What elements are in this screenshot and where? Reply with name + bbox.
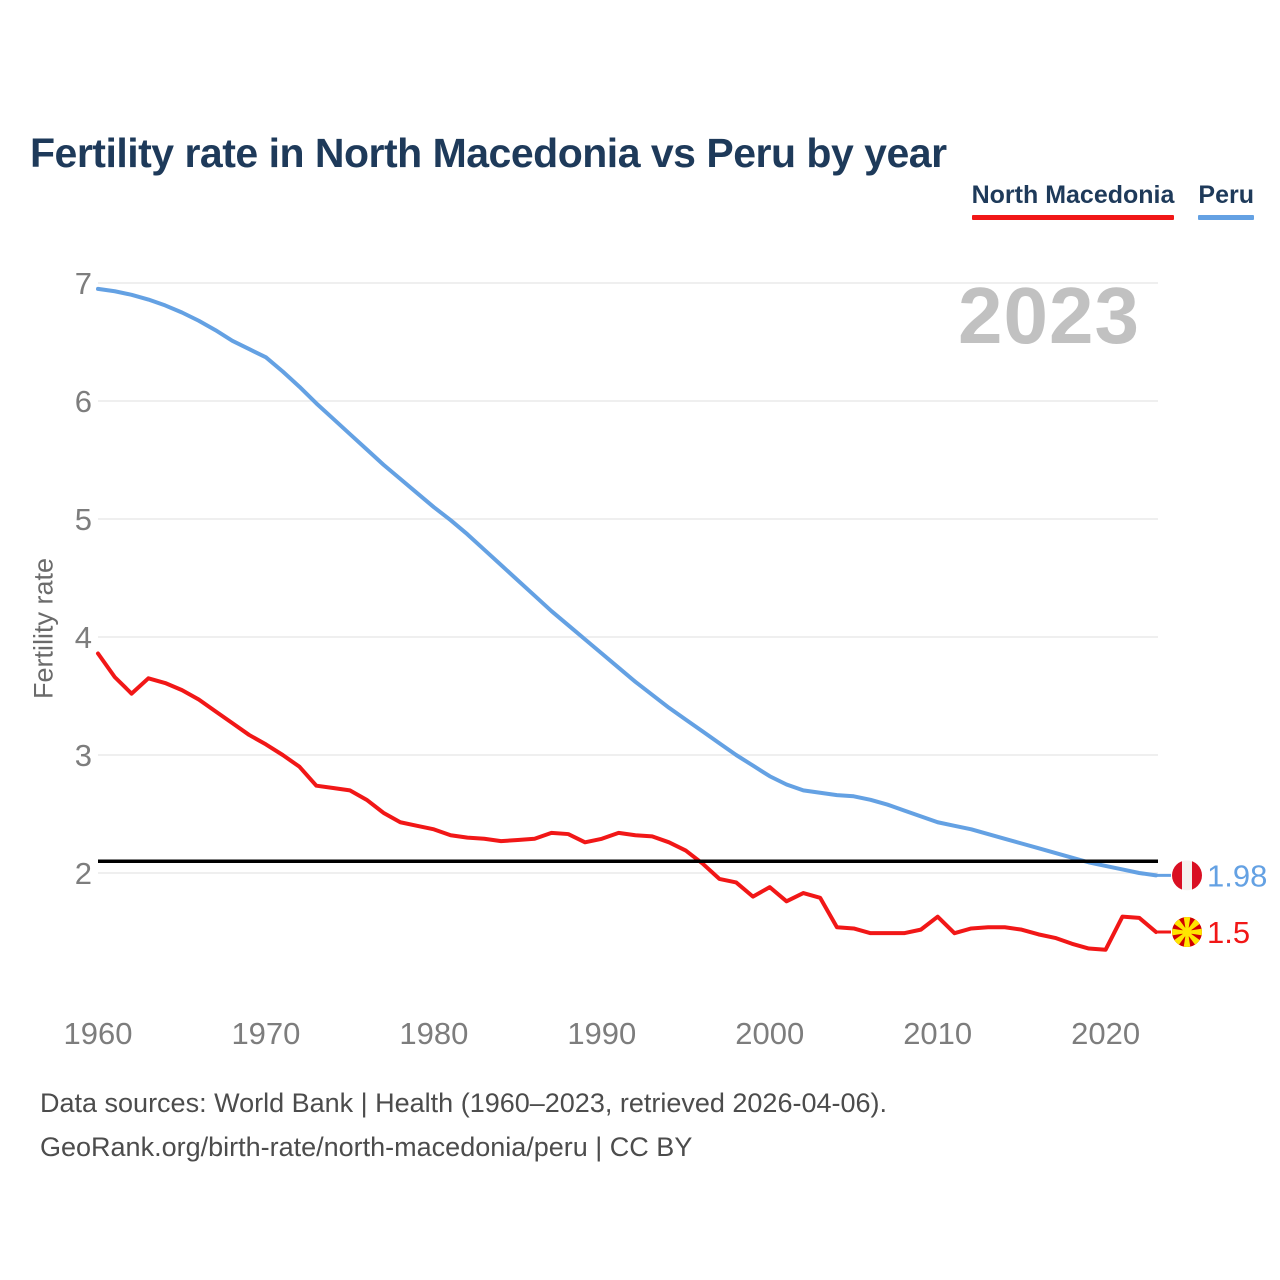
north-macedonia-flag-icon	[1172, 917, 1202, 947]
x-tick-label: 2000	[735, 1016, 804, 1051]
footer-sources: Data sources: World Bank | Health (1960–…	[40, 1088, 887, 1118]
legend: North Macedonia Peru	[971, 181, 1254, 220]
series-lines	[96, 286, 1158, 952]
x-tick-label: 1970	[231, 1016, 300, 1051]
legend-item-peru[interactable]: Peru	[1198, 181, 1254, 220]
north-macedonia-end-value: 1.5	[1207, 915, 1250, 950]
peru-end-value: 1.98	[1207, 858, 1267, 893]
x-tick-label: 1960	[64, 1016, 133, 1051]
peru-flag-icon	[1172, 860, 1202, 891]
x-tick-label: 2020	[1071, 1016, 1140, 1051]
footer: Data sources: World Bank | Health (1960–…	[40, 1082, 1140, 1169]
y-tick-label: 2	[75, 856, 92, 891]
end-markers: 1.5 1.98	[1156, 858, 1267, 950]
footer-url: GeoRank.org/birth-rate/north-macedonia/p…	[40, 1131, 693, 1162]
axis-tick-labels: 2 3 4 5 6 7 1960 1970 1980 1990 2000 2010 2020	[64, 266, 1141, 1051]
gridlines	[98, 282, 1158, 874]
x-tick-label: 1980	[399, 1016, 468, 1051]
x-tick-label: 2010	[903, 1016, 972, 1051]
y-tick-label: 3	[75, 738, 92, 773]
legend-underline-north-macedonia	[971, 214, 1175, 220]
peru-line[interactable]	[96, 286, 1158, 878]
legend-label-peru: Peru	[1198, 181, 1254, 209]
legend-label-north-macedonia: North Macedonia	[971, 181, 1175, 209]
legend-underline-peru	[1198, 214, 1254, 220]
year-watermark: 2023	[958, 271, 1140, 360]
y-tick-label: 5	[75, 502, 92, 537]
legend-item-north-macedonia[interactable]: North Macedonia	[971, 181, 1175, 220]
y-tick-label: 7	[75, 266, 92, 301]
chart-title: Fertility rate in North Macedonia vs Per…	[30, 130, 947, 177]
north-macedonia-line[interactable]	[96, 651, 1158, 952]
y-tick-label: 6	[75, 384, 92, 419]
x-tick-label: 1990	[567, 1016, 636, 1051]
y-tick-label: 4	[75, 620, 92, 655]
